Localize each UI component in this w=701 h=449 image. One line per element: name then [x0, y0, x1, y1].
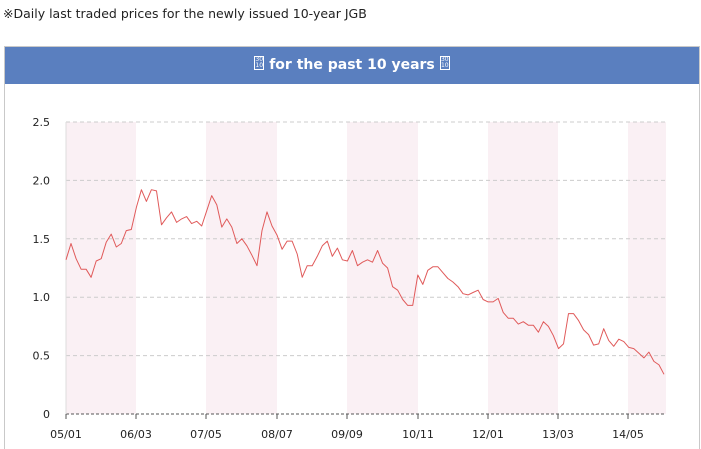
y-tick-label: 2.0: [33, 174, 51, 187]
chart-note: ※Daily last traded prices for the newly …: [3, 6, 367, 21]
x-tick-label: 10/11: [402, 428, 434, 441]
x-tick-label: 14/05: [612, 428, 644, 441]
series-line: [65, 189, 665, 375]
x-tick-label: 07/05: [190, 428, 222, 441]
x-tick-label: 09/09: [331, 428, 363, 441]
chart-header: 30 10 for the past 10 years 30 10: [5, 47, 699, 84]
page-icon: 30 10: [439, 56, 450, 70]
chart-title: for the past 10 years: [269, 57, 435, 73]
shaded-band: [347, 122, 418, 414]
x-tick-label: 13/03: [542, 428, 574, 441]
shaded-band: [628, 122, 666, 414]
y-tick-label: 0: [43, 408, 50, 421]
x-tick-label: 12/01: [472, 428, 504, 441]
x-tick-label: 05/01: [50, 428, 82, 441]
x-tick-label: 08/07: [261, 428, 293, 441]
y-tick-label: 1.0: [33, 291, 51, 304]
y-tick-label: 2.5: [33, 116, 51, 129]
y-tick-label: 0.5: [33, 350, 51, 363]
y-tick-label: 1.5: [33, 233, 51, 246]
shaded-band: [206, 122, 277, 414]
shaded-band: [488, 122, 558, 414]
page-icon: 30 10: [254, 56, 265, 70]
shaded-band: [66, 122, 136, 414]
x-tick-label: 06/03: [120, 428, 152, 441]
